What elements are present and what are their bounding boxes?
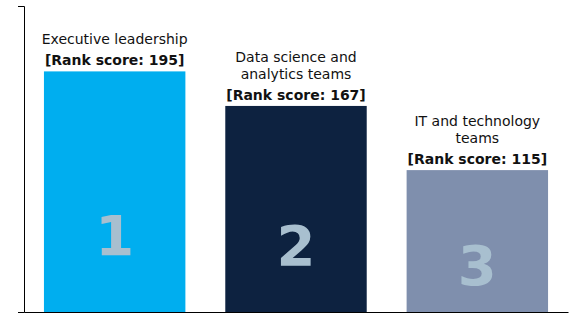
bar: [44, 71, 185, 312]
x-axis: [25, 312, 569, 313]
x-axis-line: [25, 312, 569, 313]
category-label: Executive leadership: [42, 31, 188, 47]
chart: 1 2 3 [Rank score: 195] [Rank score: 167] [Ra…: [0, 0, 580, 326]
plot: 1 2 3 [Rank score: 195] [Rank score: 167] [Ra…: [18, 7, 569, 313]
texts: 1 2 3 [Rank score: 195] [Rank score: 167] [Ra…: [42, 31, 547, 297]
bar: [407, 170, 548, 312]
bar: [225, 106, 366, 312]
category-label-line: Data science and: [235, 49, 356, 65]
category-label-line: teams: [456, 130, 500, 146]
rank-number: 3: [458, 233, 497, 298]
category-label-line: IT and technology: [414, 113, 540, 129]
rank-number: 1: [95, 203, 134, 268]
category-label: Data science andanalytics teams: [235, 49, 356, 82]
data-label: [Rank score: 167]: [226, 87, 366, 103]
y-axis: [18, 7, 25, 313]
data-label: [Rank score: 195]: [45, 52, 185, 68]
bars: [44, 71, 548, 312]
chart-container: 1 2 3 [Rank score: 195] [Rank score: 167] [Ra…: [0, 0, 580, 326]
data-label: [Rank score: 115]: [408, 151, 548, 167]
category-label-line: analytics teams: [241, 66, 352, 82]
category-label-line: Executive leadership: [42, 31, 188, 47]
rank-number: 2: [277, 213, 316, 278]
category-label: IT and technologyteams: [414, 113, 540, 146]
y-axis-line: [18, 7, 25, 313]
